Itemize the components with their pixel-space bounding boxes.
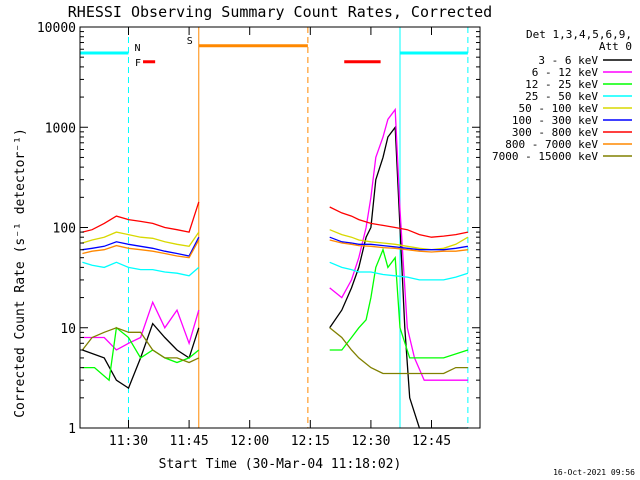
legend-label-1: 6 - 12 keV xyxy=(532,66,599,79)
series-line-2-1 xyxy=(329,247,469,359)
x-tick-label-5: 12:45 xyxy=(412,434,451,449)
legend-label-2: 12 - 25 keV xyxy=(525,78,598,91)
x-tick-label-1: 11:45 xyxy=(170,434,209,449)
series-line-3-1 xyxy=(329,261,469,281)
legend-label-4: 50 - 100 keV xyxy=(519,102,599,115)
series-line-3-0 xyxy=(82,261,200,277)
series-line-4-1 xyxy=(329,229,469,251)
plot-area xyxy=(80,27,480,428)
y-tick-label-4: 10000 xyxy=(37,21,76,36)
legend-header-0: Det 1,3,4,5,6,9, xyxy=(526,28,632,41)
legend-label-7: 800 - 7000 keV xyxy=(505,138,598,151)
x-axis-label: Start Time (30-Mar-04 11:18:02) xyxy=(159,457,402,472)
series-line-6-0 xyxy=(82,201,200,233)
series-line-1-0 xyxy=(82,300,200,351)
x-axis-ticks: 11:30 11:45 12:00 12:15 12:30 12:45 xyxy=(109,27,451,449)
y-tick-label-1: 10 xyxy=(60,322,76,337)
x-tick-label-2: 12:00 xyxy=(230,434,269,449)
series-line-8-0 xyxy=(81,327,200,364)
legend-label-6: 300 - 800 keV xyxy=(512,126,598,139)
series-line-7-0 xyxy=(82,239,200,259)
plot-background xyxy=(80,27,480,428)
legend-label-5: 100 - 300 keV xyxy=(512,114,598,127)
series-line-8-1 xyxy=(329,327,468,375)
legend-label-8: 7000 - 15000 keV xyxy=(492,150,598,163)
x-tick-label-4: 12:30 xyxy=(351,434,390,449)
legend-label-0: 3 - 6 keV xyxy=(538,54,598,67)
legend-label-3: 25 - 50 keV xyxy=(525,90,598,103)
bar-label-S: S xyxy=(187,36,193,47)
chart-title: RHESSI Observing Summary Count Rates, Co… xyxy=(68,3,492,21)
y-tick-label-2: 100 xyxy=(53,222,76,237)
series-line-1-1 xyxy=(329,107,468,381)
legend-header-1: Att 0 xyxy=(599,40,632,53)
footer-timestamp: 16-Oct-2021 09:56 xyxy=(553,468,635,477)
bar-label-N: N xyxy=(134,43,140,54)
y-tick-label-3: 1000 xyxy=(45,121,76,136)
series-line-5-1 xyxy=(329,236,469,251)
y-axis-label: Corrected Count Rate (s⁻¹ detector⁻¹) xyxy=(13,128,28,418)
y-tick-label-0: 1 xyxy=(68,422,76,437)
series-line-7-1 xyxy=(329,239,468,253)
bar-label-F: F xyxy=(135,58,141,69)
mode-bars: NF S xyxy=(80,36,468,69)
series-line-5-0 xyxy=(82,236,200,257)
series-line-4-0 xyxy=(82,231,200,248)
series-line-2-0 xyxy=(82,326,200,382)
y-axis-ticks: 1 10 100 1000 10000 xyxy=(37,21,480,437)
data-series xyxy=(81,107,469,429)
series-line-6-1 xyxy=(329,206,469,238)
x-tick-label-0: 11:30 xyxy=(109,434,148,449)
series-line-0-1 xyxy=(329,125,468,429)
x-tick-label-3: 12:15 xyxy=(291,434,330,449)
